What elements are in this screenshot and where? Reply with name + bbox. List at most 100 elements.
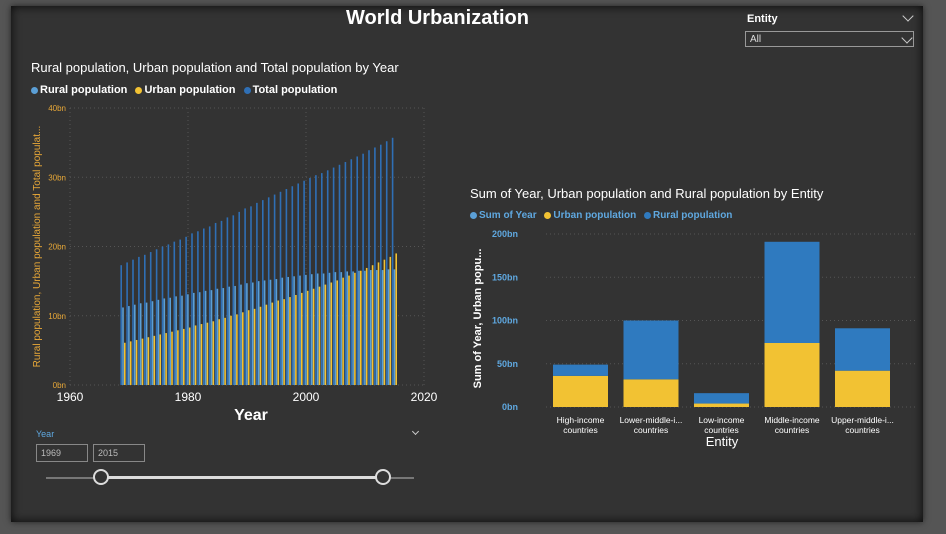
bar-total-population xyxy=(197,231,199,385)
bar-total-population xyxy=(203,228,205,385)
bar-total-population xyxy=(279,191,282,385)
year-slider-start-handle[interactable] xyxy=(93,469,110,485)
bar-urban-population xyxy=(283,299,285,385)
legend-item-rural[interactable]: Rural population xyxy=(643,210,732,221)
bar-rural-population xyxy=(163,298,166,385)
x-tick-label: countries xyxy=(563,425,598,435)
bar-urban-population xyxy=(159,334,161,385)
bar-urban-population xyxy=(330,282,333,385)
bar-total-population xyxy=(368,150,370,385)
bar-total-population xyxy=(220,220,223,385)
bar-urban-population xyxy=(277,300,279,385)
bar-urban-population xyxy=(348,275,350,385)
bar-urban-population xyxy=(218,319,220,385)
year-slicer-label: Year xyxy=(36,429,55,439)
x-tick-label: Low-income xyxy=(699,415,745,425)
bar-urban-population xyxy=(318,286,321,385)
bar-urban-population xyxy=(553,375,608,407)
entity-slicer-label: Entity xyxy=(747,13,778,25)
bar-urban-population xyxy=(365,267,368,385)
bar-urban-population xyxy=(129,341,132,385)
bar-urban-population xyxy=(271,302,274,385)
legend-item-total[interactable]: Total population xyxy=(243,84,337,96)
legend-item-sum-of-year[interactable]: Sum of Year xyxy=(470,210,537,221)
bar-rural-population xyxy=(281,277,284,385)
x-tick-label: Lower-middle-i... xyxy=(620,415,683,425)
y-tick-label: 20bn xyxy=(48,243,66,252)
bar-rural-population xyxy=(145,302,148,385)
bar-urban-population xyxy=(171,331,173,385)
bar-total-population xyxy=(332,167,335,385)
bar-total-population xyxy=(167,244,170,385)
bar-urban-population xyxy=(212,321,215,385)
bar-total-population xyxy=(144,254,146,385)
bar-total-population xyxy=(244,208,246,385)
bar-total-population xyxy=(356,156,358,385)
bar-total-population xyxy=(120,265,122,385)
bar-total-population xyxy=(226,217,229,385)
bar-rural-population xyxy=(305,274,307,385)
bar-urban-population xyxy=(312,288,315,385)
bar-urban-population xyxy=(200,324,203,385)
bar-rural-population xyxy=(328,272,331,385)
bar-total-population xyxy=(380,144,382,385)
bar-total-population xyxy=(262,200,264,385)
y-tick-label: 50bn xyxy=(497,359,518,369)
bar-urban-population xyxy=(336,280,338,385)
year-slider-end-handle[interactable] xyxy=(375,469,392,485)
bar-rural-population xyxy=(358,270,360,385)
year-start-input[interactable]: 1969 xyxy=(36,444,88,462)
bar-rural-population xyxy=(553,364,608,376)
bar-rural-population xyxy=(240,284,242,385)
bar-urban-population xyxy=(153,335,156,385)
bar-rural-population xyxy=(364,270,366,385)
bar-rural-population xyxy=(234,285,236,385)
bar-rural-population xyxy=(346,271,348,385)
bar-total-population xyxy=(350,159,353,385)
x-axis-title: Year xyxy=(234,407,268,424)
bar-urban-population xyxy=(295,294,297,385)
bar-total-population xyxy=(250,206,252,385)
bar-urban-population xyxy=(360,270,362,385)
bar-urban-population xyxy=(224,317,226,385)
bar-urban-population xyxy=(342,277,344,385)
y-tick-label: 100bn xyxy=(492,316,518,326)
x-tick-label: 2020 xyxy=(411,390,438,404)
x-tick-label: 1980 xyxy=(175,390,202,404)
bar-rural-population xyxy=(122,307,124,385)
bar-urban-population xyxy=(183,328,185,385)
year-slider-range xyxy=(101,476,384,479)
entity-dropdown[interactable]: All xyxy=(745,31,914,47)
x-tick-label: Middle-income xyxy=(764,415,820,425)
bar-total-population xyxy=(362,153,364,385)
legend-item-urban[interactable]: Urban population xyxy=(544,210,636,221)
report-title: World Urbanization xyxy=(346,7,529,29)
bar-urban-population xyxy=(623,379,679,407)
bar-total-population xyxy=(285,189,288,385)
legend-item-rural[interactable]: Rural population xyxy=(31,84,127,96)
bar-rural-population xyxy=(387,269,390,385)
y-tick-label: 0bn xyxy=(53,381,66,390)
bar-rural-population xyxy=(193,292,195,385)
bar-rural-population xyxy=(293,276,295,385)
bar-rural-population xyxy=(340,272,343,385)
bar-urban-population xyxy=(354,272,356,385)
bar-rural-population xyxy=(257,281,260,385)
bar-urban-population xyxy=(177,330,179,385)
bar-rural-population xyxy=(299,275,301,385)
bar-rural-population xyxy=(198,292,201,385)
year-end-input[interactable]: 2015 xyxy=(93,444,145,462)
y-tick-label: 10bn xyxy=(48,312,66,321)
legend-dot-icon xyxy=(643,211,651,219)
bar-urban-population xyxy=(289,297,291,385)
legend-item-urban[interactable]: Urban population xyxy=(135,84,236,96)
bar-total-population xyxy=(321,173,323,385)
x-tick-label: countries xyxy=(634,425,669,435)
bar-urban-population xyxy=(389,256,392,385)
bar-total-population xyxy=(344,162,347,385)
bar-total-population xyxy=(309,177,311,385)
bar-rural-population xyxy=(393,269,396,385)
legend-dot-icon xyxy=(470,211,477,219)
